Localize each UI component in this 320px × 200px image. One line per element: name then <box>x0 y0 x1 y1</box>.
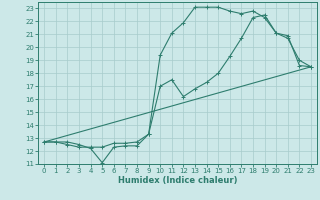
X-axis label: Humidex (Indice chaleur): Humidex (Indice chaleur) <box>118 176 237 185</box>
